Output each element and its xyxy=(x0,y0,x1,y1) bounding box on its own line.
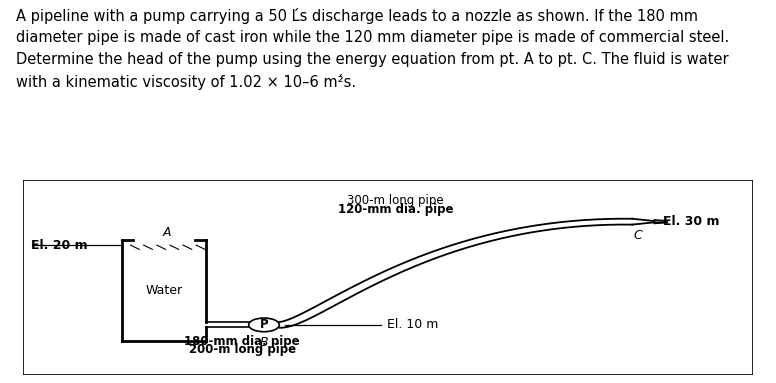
Text: P: P xyxy=(260,318,268,331)
Text: A: A xyxy=(163,226,171,239)
Text: El. 30 m: El. 30 m xyxy=(663,214,719,228)
Text: 200-m long pipe: 200-m long pipe xyxy=(189,343,296,356)
Text: A pipeline with a pump carrying a 50 Ĺs discharge leads to a nozzle as shown. I: A pipeline with a pump carrying a 50 Ĺs… xyxy=(16,8,729,90)
Text: 120-mm dia. pipe: 120-mm dia. pipe xyxy=(338,203,453,216)
Text: 180-mm dia. pipe: 180-mm dia. pipe xyxy=(184,335,300,348)
Text: El. 20 m: El. 20 m xyxy=(30,239,87,252)
Text: C: C xyxy=(634,229,643,242)
Text: El. 10 m: El. 10 m xyxy=(387,318,438,331)
Text: 300-m long pipe: 300-m long pipe xyxy=(347,194,444,207)
Text: B: B xyxy=(260,336,268,349)
Circle shape xyxy=(248,318,279,332)
Text: Water: Water xyxy=(145,284,182,297)
